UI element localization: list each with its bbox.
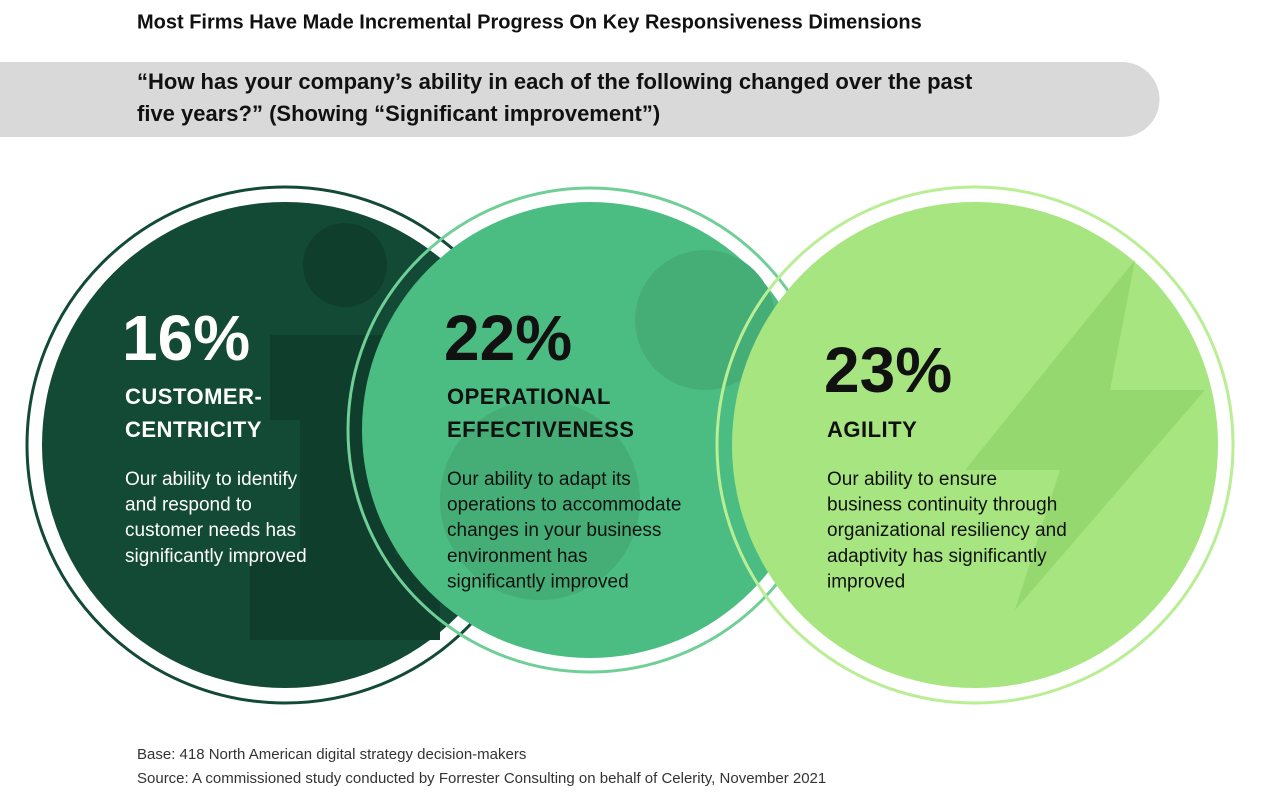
- stat-name: CENTRICITY: [125, 417, 262, 442]
- question-band: [0, 62, 1160, 137]
- stat-name: EFFECTIVENESS: [447, 417, 634, 442]
- stat-description: Our ability to ensure: [827, 469, 997, 490]
- stat-description: business continuity through: [827, 495, 1057, 516]
- stat-description: changes in your business: [447, 520, 661, 541]
- question-line: five years?” (Showing “Significant impro…: [137, 101, 660, 126]
- stat-description: operations to accommodate: [447, 495, 681, 516]
- stat-description: customer needs has: [125, 520, 296, 541]
- circles: [25, 185, 1235, 705]
- stat-value: 16%: [122, 302, 250, 374]
- stat-value: 22%: [444, 302, 572, 374]
- ring: [715, 185, 1235, 705]
- gear-icon: [440, 250, 775, 600]
- bolt-icon: [965, 260, 1205, 610]
- stat-value: 23%: [824, 334, 952, 406]
- stat-description: and respond to: [125, 495, 252, 516]
- stat-description: Our ability to adapt its: [447, 469, 631, 490]
- question-line: “How has your company’s ability in each …: [137, 69, 973, 94]
- stat-name: CUSTOMER-: [125, 384, 262, 409]
- source-note: Source: A commissioned study conducted b…: [137, 770, 826, 787]
- stat-description: environment has: [447, 546, 587, 567]
- stat-description: significantly improved: [447, 571, 629, 592]
- stat-description: adaptivity has significantly: [827, 546, 1047, 567]
- stat-description: significantly improved: [125, 546, 307, 567]
- base-note: Base: 418 North American digital strateg…: [137, 746, 526, 763]
- stat-name: AGILITY: [827, 417, 917, 442]
- stat-description: improved: [827, 571, 905, 592]
- title: Most Firms Have Made Incremental Progres…: [137, 11, 922, 33]
- stat-description: organizational resiliency and: [827, 520, 1067, 541]
- stat-name: OPERATIONAL: [447, 384, 611, 409]
- stat-description: Our ability to identify: [125, 469, 298, 490]
